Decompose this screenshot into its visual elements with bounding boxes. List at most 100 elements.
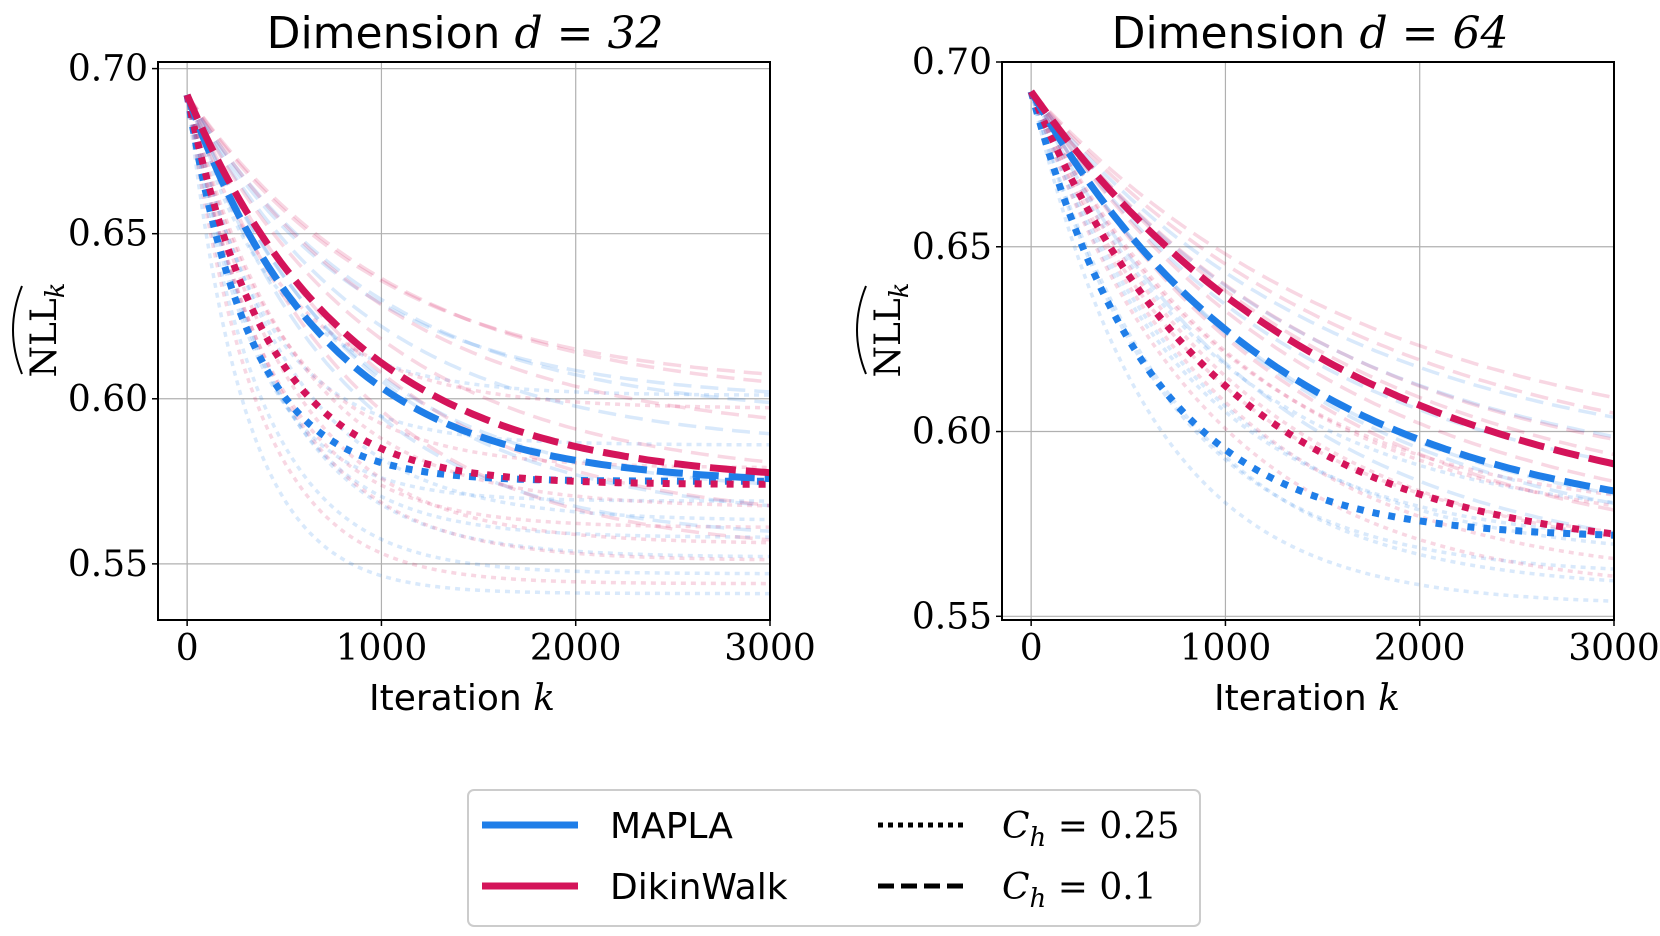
x-axis-label: Iteration k bbox=[1214, 678, 1400, 719]
x-axis-label-math: k bbox=[533, 678, 555, 719]
y-tick-label: 0.70 bbox=[68, 49, 148, 90]
legend-label-dotted-sub: h bbox=[1030, 823, 1047, 853]
faint-series-group bbox=[185, 93, 771, 596]
legend-label-dashed: Ch = 0.1 bbox=[1002, 867, 1157, 914]
chart-title-prefix: Dimension bbox=[267, 8, 515, 59]
main-series-group bbox=[183, 93, 771, 488]
faint-series-line bbox=[185, 94, 771, 464]
y-tick-label: 0.65 bbox=[912, 227, 992, 268]
faint-series-line bbox=[1029, 90, 1615, 508]
faint-series-line bbox=[185, 94, 770, 447]
legend-label-dotted: Ch = 0.25 bbox=[1002, 806, 1180, 853]
faint-series-line bbox=[185, 94, 771, 376]
faint-series-line bbox=[185, 94, 771, 394]
chart-title: Dimension d = 32 bbox=[267, 8, 664, 59]
y-axis-label-sub: k bbox=[41, 282, 71, 298]
faint-series-line bbox=[185, 94, 771, 508]
faint-series-line bbox=[1029, 91, 1615, 583]
faint-series-line bbox=[1029, 90, 1615, 419]
x-tick-label: 0 bbox=[176, 628, 199, 669]
chart-panel-d32: Dimension d = 32 0 1000 2000 3000 0.55 0.60 0.… bbox=[12, 8, 816, 719]
grid bbox=[1002, 61, 1615, 620]
faint-series-line bbox=[1029, 90, 1615, 561]
faint-series-line bbox=[1029, 91, 1615, 578]
faint-series-line bbox=[185, 94, 771, 533]
faint-series-line bbox=[185, 94, 771, 508]
legend-label-dikin: DikinWalk bbox=[610, 867, 788, 908]
faint-series-line bbox=[1029, 90, 1615, 442]
axes: 0 1000 2000 3000 0.55 0.60 0.65 0.70 bbox=[68, 49, 816, 669]
y-tick-label: 0.60 bbox=[912, 412, 992, 453]
x-tick-label: 3000 bbox=[724, 628, 816, 669]
faint-series-line bbox=[1029, 90, 1615, 484]
chart-panel-d64: Dimension d = 64 0 1000 2000 3000 0.55 0.60 0.… bbox=[856, 8, 1660, 719]
legend-label-dashed-sub: h bbox=[1030, 884, 1047, 914]
faint-series-line bbox=[1029, 90, 1615, 415]
faint-series-line bbox=[1029, 90, 1615, 497]
y-axis-label-hat bbox=[856, 285, 867, 375]
axes: 0 1000 2000 3000 0.55 0.60 0.65 0.70 bbox=[912, 42, 1660, 669]
series-line-dikin-dashed bbox=[183, 93, 771, 477]
faint-series-group bbox=[1029, 90, 1615, 603]
axes-frame bbox=[157, 61, 771, 621]
faint-series-line bbox=[185, 94, 771, 410]
x-tick-label: 2000 bbox=[530, 628, 622, 669]
x-axis-label-prefix: Iteration bbox=[369, 678, 533, 719]
faint-series-line bbox=[185, 94, 771, 420]
faint-series-line bbox=[185, 94, 770, 397]
x-tick-label: 2000 bbox=[1374, 628, 1466, 669]
x-axis-label-prefix: Iteration bbox=[1214, 678, 1378, 719]
series-line-dikin-dashed bbox=[1028, 89, 1615, 468]
chart-title-math: d = 64 bbox=[1359, 8, 1508, 59]
series-line-mapla-dashed bbox=[1028, 89, 1615, 495]
faint-series-line bbox=[185, 94, 771, 545]
x-axis-label-math: k bbox=[1378, 678, 1400, 719]
faint-series-line bbox=[185, 94, 771, 522]
faint-series-line bbox=[1029, 90, 1615, 505]
legend-label-dashed-var: C bbox=[1002, 867, 1030, 908]
series-line-mapla-dashed bbox=[183, 93, 771, 483]
faint-series-line bbox=[185, 94, 770, 596]
y-tick-label: 0.60 bbox=[68, 379, 148, 420]
faint-series-line bbox=[185, 94, 771, 542]
faint-series-line bbox=[185, 94, 771, 470]
y-axis-label: NLLk bbox=[856, 282, 915, 378]
chart-title-math: d = 32 bbox=[514, 8, 663, 59]
legend-label-dotted-var: C bbox=[1002, 806, 1030, 847]
faint-series-line bbox=[1029, 90, 1615, 506]
svg-text:NLLk: NLLk bbox=[868, 282, 915, 377]
faint-series-line bbox=[185, 93, 771, 384]
faint-series-line bbox=[1029, 90, 1615, 512]
faint-series-line bbox=[1029, 90, 1615, 546]
faint-series-line bbox=[185, 94, 770, 576]
chart-title-prefix: Dimension bbox=[1112, 8, 1360, 59]
x-tick-label: 3000 bbox=[1568, 628, 1660, 669]
y-axis-label-sub: k bbox=[885, 282, 915, 298]
y-axis-label-hat bbox=[12, 285, 23, 375]
y-tick-label: 0.55 bbox=[912, 596, 992, 637]
x-tick-label: 1000 bbox=[336, 628, 428, 669]
y-axis-label-text: NLL bbox=[24, 298, 65, 377]
series-line-dikin-dotted bbox=[183, 94, 770, 488]
x-axis-label: Iteration k bbox=[369, 678, 555, 719]
faint-series-line bbox=[1029, 90, 1615, 534]
chart-title: Dimension d = 64 bbox=[1112, 8, 1509, 59]
axes-frame bbox=[1001, 61, 1615, 621]
x-tick-label: 0 bbox=[1020, 628, 1043, 669]
faint-series-line bbox=[1029, 90, 1615, 535]
faint-series-line bbox=[1029, 91, 1615, 603]
faint-series-line bbox=[1029, 90, 1615, 496]
legend-label-dotted-value: = 0.25 bbox=[1046, 806, 1179, 847]
faint-series-line bbox=[185, 94, 771, 436]
x-tick-label: 1000 bbox=[1180, 628, 1272, 669]
series-line-mapla-dotted bbox=[1027, 90, 1615, 539]
faint-series-line bbox=[1029, 90, 1615, 400]
faint-series-line bbox=[185, 94, 770, 503]
y-axis-label: NLLk bbox=[12, 282, 71, 378]
y-tick-label: 0.70 bbox=[912, 42, 992, 83]
faint-series-line bbox=[185, 94, 771, 562]
faint-series-line bbox=[185, 94, 770, 586]
legend-frame bbox=[467, 789, 1201, 927]
svg-text:NLLk: NLLk bbox=[24, 282, 71, 377]
